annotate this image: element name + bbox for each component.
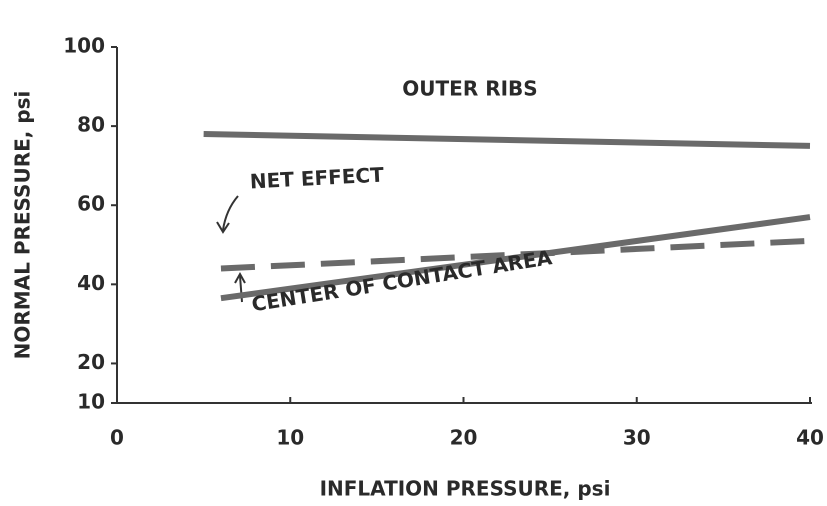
x-tick-label: 40 (796, 426, 824, 450)
series-line (220, 214, 811, 302)
series-label: CENTER OF CONTACT AREA (250, 245, 554, 316)
series-label: NET EFFECT (249, 162, 384, 193)
x-tick-label: 20 (450, 426, 478, 450)
y-axis-title: NORMAL PRESSURE, psi (11, 91, 35, 360)
y-tick-label: 80 (77, 113, 105, 137)
annotation-arrowhead (234, 271, 246, 284)
y-tick-label: 100 (63, 34, 105, 58)
annotation-arrow (222, 195, 239, 231)
x-tick-label: 10 (276, 426, 304, 450)
y-tick-label: 10 (77, 390, 105, 414)
annotation-arrowhead (216, 221, 230, 234)
y-tick-label: 20 (77, 350, 105, 374)
x-axis-title: INFLATION PRESSURE, psi (320, 477, 611, 501)
series-label: OUTER RIBS (402, 77, 537, 101)
x-tick-label: 30 (623, 426, 651, 450)
x-tick-label: 0 (110, 426, 124, 450)
y-tick-label: 60 (77, 192, 105, 216)
series-line (203, 131, 811, 149)
y-tick-label: 40 (77, 271, 105, 295)
